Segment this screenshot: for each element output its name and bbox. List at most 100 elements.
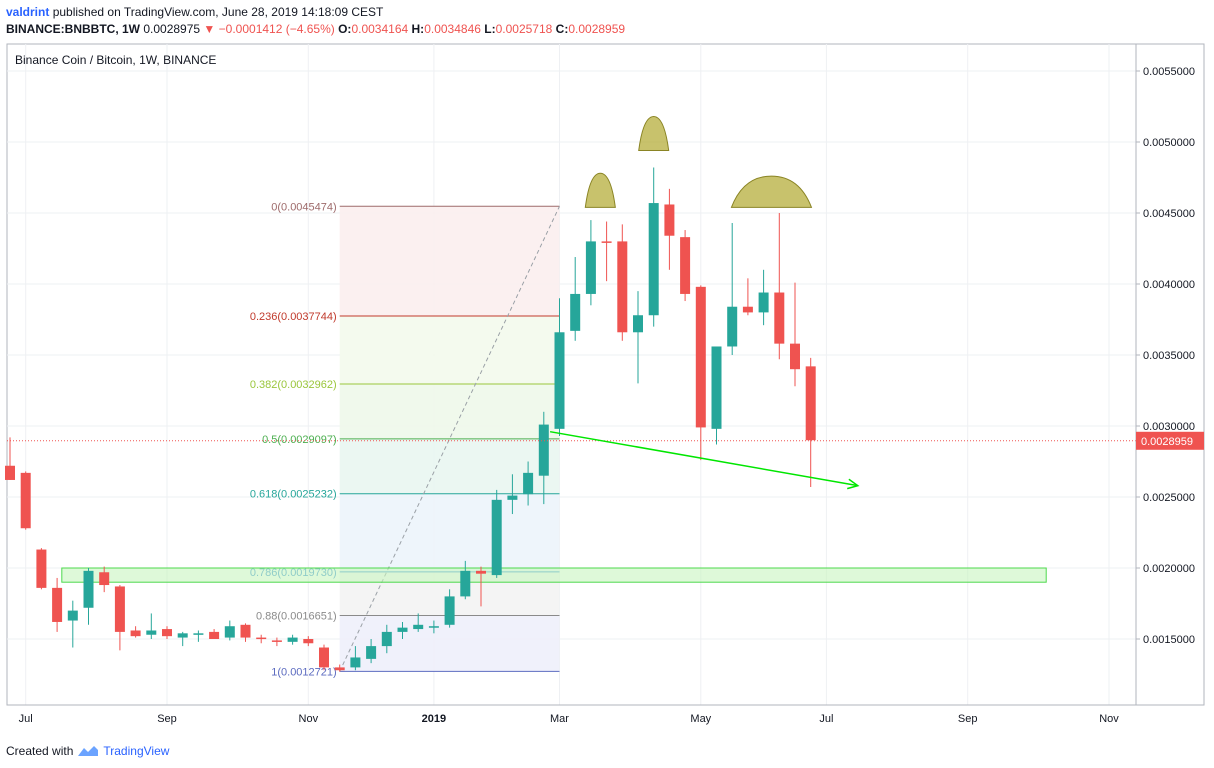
candle-body [460,570,471,597]
open-value: 0.0034164 [351,22,409,36]
candle-body [727,306,738,347]
fib-level-label: 0.5(0.0029097) [262,434,337,446]
candle-body [758,292,769,313]
time-tick-label: Sep [157,713,177,725]
fib-band [339,383,560,439]
publish-line: valdrint published on TradingView.com, J… [6,5,383,19]
fib-level-label: 0.382(0.0032962) [250,379,337,391]
candle-body [491,499,502,576]
hump-shape [638,115,670,152]
support-zone[interactable] [61,567,1047,583]
candle-body [146,630,157,635]
candle-body [805,366,816,441]
price-tick-label: 0.0030000 [1143,421,1195,433]
candle-body [319,647,329,668]
candle-body [680,237,691,294]
candle-body [774,292,785,344]
candle-body [633,315,643,333]
fib-level-label: 0(0.0045474) [271,201,336,213]
current-price-box [1136,431,1204,450]
candle-body [570,293,581,331]
chart-title: Binance Coin / Bitcoin, 1W, BINANCE [15,53,216,67]
chart-frame [6,43,1205,706]
fib-level-label: 0.618(0.0025232) [250,489,337,501]
symbol-label: BINANCE:BNBBTC, 1W [6,22,140,36]
fib-level-label: 0.236(0.0037744) [250,311,337,323]
hump-shape [584,172,616,208]
candle-body [476,570,486,574]
time-tick-label: Nov [1099,713,1119,725]
time-tick-label: Sep [958,713,978,725]
candle-body [742,306,753,313]
author-link[interactable]: valdrint [6,5,50,19]
candle-body [209,631,220,639]
time-tick-label: May [690,713,711,725]
candle-body [5,465,15,480]
close-value: 0.0028959 [568,22,626,36]
price-tick-label: 0.0040000 [1143,279,1195,291]
fib-level-label: 1(0.0012721) [271,666,336,678]
candle-body [20,472,31,529]
time-tick-label: Jul [819,713,833,725]
candle-body [130,630,141,637]
low-value: 0.0025718 [495,22,553,36]
fib-band [339,316,560,384]
candle-body [177,633,188,638]
price-tick-label: 0.0045000 [1143,208,1195,220]
candle-body [617,241,628,333]
fib-band [339,206,560,317]
candles [5,167,816,672]
last-price: 0.0028975 [143,22,201,36]
candle-body [36,549,47,588]
tradingview-logo-icon [78,746,99,756]
candle-body [381,631,392,647]
candle-body [193,633,204,635]
price-tick-label: 0.0055000 [1143,66,1195,78]
candle-body [366,646,377,659]
candle-body [790,343,800,370]
publish-info: published on TradingView.com, June 28, 2… [52,5,384,19]
candle-body [162,629,172,637]
ohlc-line: BINANCE:BNBBTC, 1W 0.0028975 ▼ −0.000141… [6,22,625,36]
pattern-humps[interactable] [584,115,813,208]
high-label: H: [411,22,425,36]
close-label: C: [555,22,569,36]
trend-arrow[interactable] [549,430,860,490]
time-tick-label: Jul [19,713,33,725]
current-price-label: 0.0028959 [1141,436,1193,448]
candle-body [444,596,455,625]
candle-body [256,637,267,640]
trend-arrow-line [549,430,858,487]
price-tick-label: 0.0035000 [1143,350,1195,362]
candle-body [507,495,518,500]
candle-body [303,639,314,644]
candle-body [695,286,706,428]
candle-body [554,332,565,429]
price-chart[interactable]: 0(0.0045474) 0.236(0.0037744) 0.382(0.0032… [0,0,1214,740]
tradingview-brand-link[interactable]: TradingView [103,744,170,758]
price-change: −0.0001412 (−4.65%) [218,22,335,36]
candle-body [523,472,534,495]
candle-body [271,640,282,642]
price-tick-label: 0.0050000 [1143,137,1195,149]
candle-body [83,570,94,608]
fib-level-label: 0.88(0.0016651) [256,611,337,623]
low-label: L: [484,22,496,36]
candle-body [538,424,549,476]
candle-body [67,610,78,621]
chart-header: valdrint published on TradingView.com, J… [0,0,1214,42]
hump-shape [730,175,813,208]
candle-body [601,241,612,243]
footer: Created with TradingView [6,742,169,760]
fib-band [339,493,560,572]
candle-body [240,624,251,638]
candle-body [711,346,722,429]
time-tick-label: 2019 [422,713,446,725]
candle-body [99,572,110,586]
axes: 0.0015000 0.0020000 0.0025000 0.0030000 0.00… [7,44,1204,725]
price-tick-label: 0.0020000 [1143,563,1195,575]
candle-body [648,203,659,316]
fib-trendline [339,206,560,672]
candle-body [224,626,235,638]
candle-body [350,657,361,668]
